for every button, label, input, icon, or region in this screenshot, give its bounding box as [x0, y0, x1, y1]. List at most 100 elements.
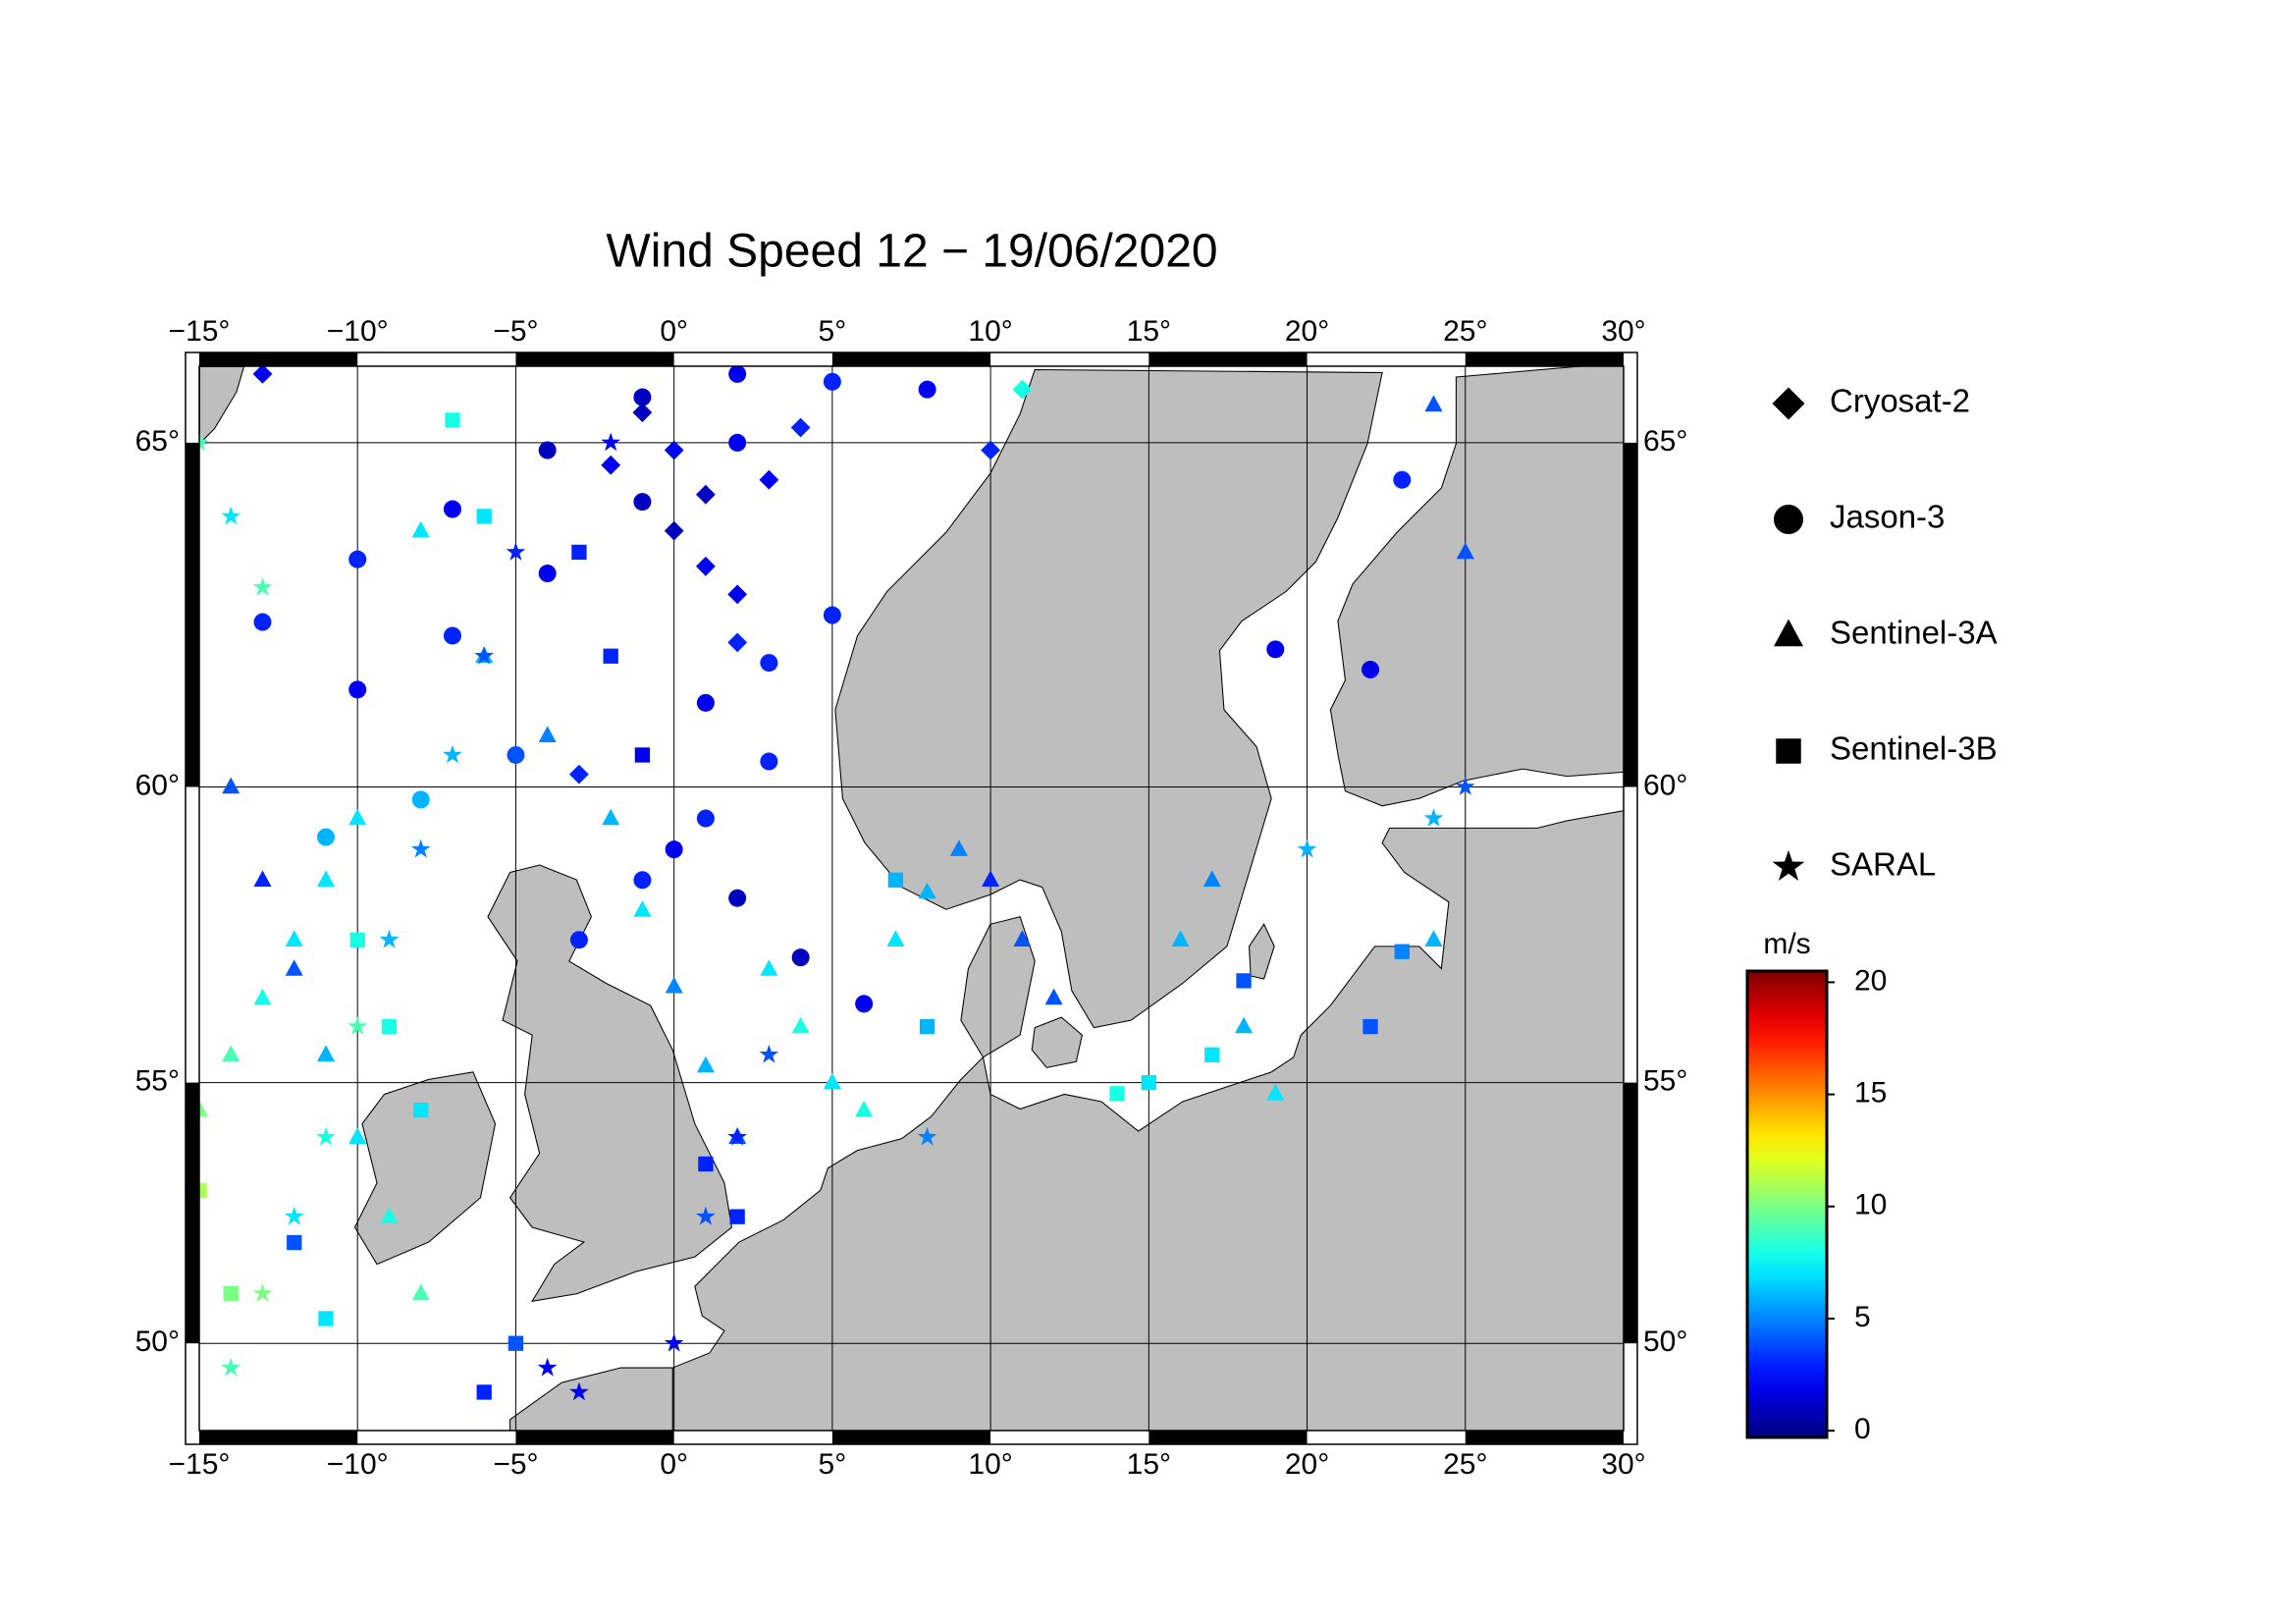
- track-point: [222, 1045, 240, 1061]
- frame-bar: [186, 1082, 199, 1344]
- track-point: [633, 388, 652, 406]
- track-point: [316, 1126, 336, 1146]
- track-point: [634, 747, 651, 763]
- track-point: [413, 1102, 429, 1118]
- legend-marker: [1774, 619, 1803, 647]
- track-point: [285, 930, 303, 947]
- colorbar-tick-label: 0: [1854, 1413, 1871, 1445]
- y-tick-label: 65°: [135, 425, 180, 458]
- legend-label: Sentinel-3A: [1830, 615, 1998, 651]
- track-point: [252, 1283, 273, 1302]
- track-point: [253, 870, 272, 887]
- track-point: [1394, 944, 1410, 959]
- frame-bar: [1465, 1431, 1624, 1444]
- track-point: [759, 469, 779, 490]
- track-point: [759, 1044, 779, 1063]
- track-point: [1235, 1016, 1254, 1034]
- track-point: [1044, 988, 1063, 1005]
- track-point: [506, 542, 526, 561]
- track-point: [603, 648, 618, 664]
- track-point: [665, 976, 683, 994]
- x-tick-label: 0°: [660, 1448, 688, 1481]
- track-point: [222, 777, 240, 794]
- track-point: [199, 432, 209, 452]
- track-point: [223, 1285, 239, 1302]
- x-tick-label: 5°: [819, 315, 847, 348]
- track-point: [349, 932, 365, 947]
- frame-bar: [831, 1431, 991, 1444]
- denmark: [960, 916, 1036, 1058]
- track-point: [729, 1209, 745, 1224]
- track-point: [379, 929, 400, 948]
- frame-bar: [1624, 1082, 1637, 1344]
- track-point: [569, 931, 588, 949]
- track-point: [284, 1206, 304, 1225]
- track-point: [696, 1206, 716, 1225]
- track-point: [1424, 395, 1443, 412]
- x-tick-label: 0°: [660, 315, 688, 348]
- y-tick-label: 60°: [1643, 769, 1687, 801]
- colorbar: [1745, 969, 1829, 1439]
- track-point: [696, 484, 716, 505]
- track-point: [199, 1100, 208, 1117]
- legend-marker: [1772, 849, 1805, 881]
- track-point: [411, 790, 430, 809]
- track-point: [410, 839, 431, 858]
- colorbar-label: m/s: [1763, 928, 1810, 960]
- track-point: [507, 1335, 524, 1351]
- track-point: [1013, 930, 1032, 947]
- track-point: [476, 509, 492, 524]
- track-point: [633, 871, 652, 890]
- track-point: [602, 808, 620, 826]
- track-point: [199, 1182, 207, 1199]
- y-tick-label: 65°: [1643, 425, 1687, 458]
- x-tick-label: −10°: [327, 1448, 389, 1481]
- track-point: [1423, 808, 1444, 827]
- scandinavia: [834, 368, 1383, 1029]
- track-point: [823, 1072, 841, 1090]
- track-point: [696, 556, 716, 576]
- track-point: [696, 809, 715, 828]
- track-point: [886, 930, 905, 947]
- track-point: [316, 828, 335, 846]
- track-point: [253, 613, 272, 631]
- track-point: [348, 680, 367, 699]
- track-point: [728, 433, 747, 452]
- track-point: [1236, 973, 1252, 989]
- track-point: [981, 440, 1000, 460]
- legend-marker: [1774, 505, 1803, 534]
- y-tick-label: 50°: [135, 1325, 180, 1358]
- track-point: [569, 1381, 589, 1401]
- colorbar-tick-label: 20: [1854, 964, 1887, 997]
- track-point: [507, 745, 525, 764]
- track-point: [221, 506, 241, 525]
- track-point: [1362, 660, 1380, 678]
- x-tick-label: 15°: [1127, 1448, 1171, 1481]
- track-point: [411, 1283, 430, 1301]
- chart-title: Wind Speed 12 − 19/06/2020: [606, 226, 1217, 278]
- track-point: [887, 872, 904, 888]
- x-tick-label: 10°: [968, 315, 1012, 348]
- x-tick-label: 25°: [1443, 315, 1487, 348]
- legend-label: SARAL: [1830, 846, 1936, 883]
- track-point: [696, 1055, 715, 1073]
- track-point: [760, 959, 778, 976]
- track-point: [698, 1156, 714, 1172]
- colorbar-tick-label: 5: [1854, 1301, 1871, 1333]
- track-point: [1362, 1018, 1378, 1035]
- track-point: [1393, 470, 1412, 489]
- track-point: [285, 959, 303, 976]
- x-tick-label: 5°: [819, 1448, 847, 1481]
- gotland: [1249, 923, 1275, 980]
- track-point: [1266, 640, 1285, 659]
- y-tick-label: 50°: [1643, 1325, 1687, 1358]
- track-point: [348, 1127, 367, 1144]
- track-point: [1266, 1083, 1285, 1101]
- track-point: [443, 744, 462, 764]
- x-tick-label: 30°: [1601, 1448, 1645, 1481]
- x-tick-label: 25°: [1443, 1448, 1487, 1481]
- track-point: [728, 889, 747, 907]
- track-point: [1456, 542, 1474, 560]
- frame-bar: [515, 352, 674, 366]
